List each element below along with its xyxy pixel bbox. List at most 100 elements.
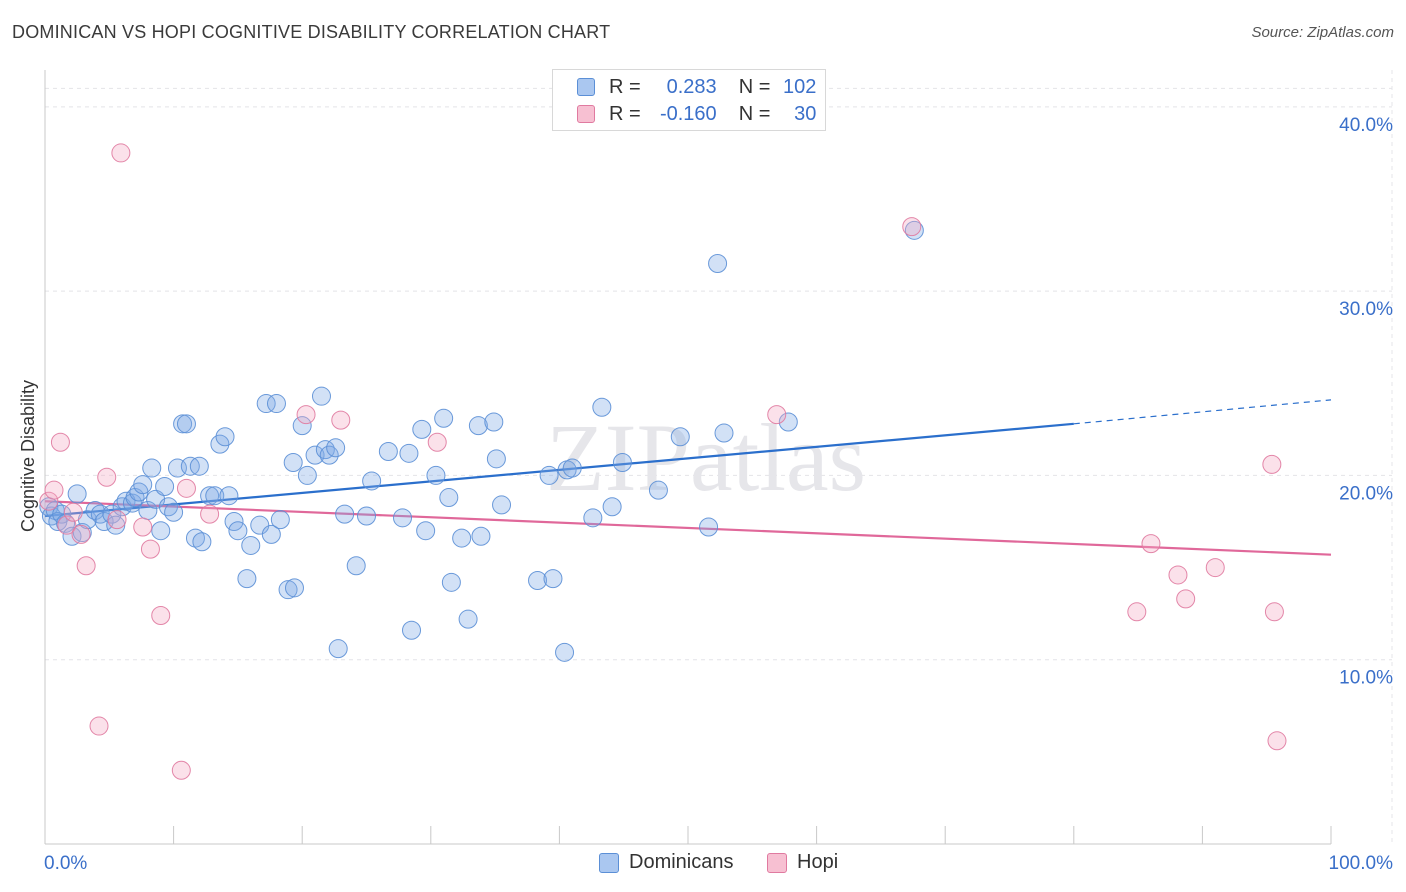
dominicans-point bbox=[471, 526, 491, 546]
legend-item-label: Hopi bbox=[797, 851, 839, 873]
dominicans-point bbox=[261, 524, 281, 544]
dominicans-point bbox=[335, 504, 355, 524]
dominicans-point bbox=[486, 449, 506, 469]
dominicans-point bbox=[311, 386, 331, 406]
hopi-point bbox=[111, 143, 131, 163]
dominicans-point bbox=[164, 502, 184, 522]
dominicans-point bbox=[278, 580, 298, 600]
dominicans-point bbox=[102, 504, 122, 524]
legend-n-label: N = bbox=[738, 102, 771, 125]
dominicans-point bbox=[67, 484, 87, 504]
legend-r-value: 0.283 bbox=[666, 75, 717, 98]
y-tick-label: 10.0% bbox=[1339, 668, 1393, 689]
dominicans-point bbox=[602, 497, 622, 517]
dominicans-point bbox=[484, 412, 504, 432]
dominicans-point bbox=[539, 465, 559, 485]
dominicans-point bbox=[441, 572, 461, 592]
legend-item-label: Dominicans bbox=[629, 851, 734, 873]
dominicans-point bbox=[416, 521, 436, 541]
dominicans-point bbox=[176, 414, 196, 434]
tick-labels: 10.0% 20.0% 30.0% 40.0% 0.0% 100.0% bbox=[44, 115, 1393, 874]
dominicans-point bbox=[305, 445, 325, 465]
hopi-point bbox=[427, 432, 447, 452]
dominicans-point bbox=[778, 412, 798, 432]
trend-lines bbox=[44, 399, 1332, 556]
dominicans-point bbox=[399, 443, 419, 463]
dominicans-point bbox=[543, 569, 563, 589]
dominicans-point bbox=[612, 453, 632, 473]
series-legend: Dominicans Hopi bbox=[0, 851, 1406, 879]
dominicans-point bbox=[393, 508, 413, 528]
dominicans-point bbox=[402, 620, 422, 640]
dominicans-point bbox=[699, 517, 719, 537]
hopi-point bbox=[39, 491, 59, 511]
hopi-point bbox=[1176, 589, 1196, 609]
dominicans-point bbox=[158, 497, 178, 517]
dominicans-point bbox=[219, 486, 239, 506]
hopi-point bbox=[1267, 731, 1287, 751]
hopi-point bbox=[97, 467, 117, 487]
dominicans-point bbox=[256, 394, 276, 414]
dominicans-swatch bbox=[599, 852, 619, 873]
legend-item-dominicans[interactable]: Dominicans bbox=[599, 851, 733, 874]
legend-n-label: N = bbox=[738, 75, 771, 98]
correlation-legend: R = 0.283 N = 102 R = -0.160 N = 30 bbox=[552, 69, 826, 131]
legend-n-value: 30 bbox=[794, 102, 817, 125]
hopi-point bbox=[107, 510, 127, 530]
dominicans-point bbox=[189, 456, 209, 476]
dominicans-point bbox=[237, 569, 257, 589]
legend-item-hopi[interactable]: Hopi bbox=[767, 851, 838, 874]
hopi-point bbox=[50, 432, 70, 452]
dominicans-point bbox=[297, 465, 317, 485]
dominicans-point bbox=[122, 493, 142, 513]
dominicans-point bbox=[346, 556, 366, 576]
dominicans-point bbox=[439, 488, 459, 508]
dominicans-point bbox=[904, 220, 924, 240]
dominicans-point bbox=[708, 254, 728, 273]
dominicans-swatch bbox=[577, 78, 595, 96]
legend-row-hopi: R = -0.160 N = 30 bbox=[577, 101, 816, 127]
dominicans-point bbox=[284, 578, 304, 598]
dominicans-point bbox=[378, 441, 398, 461]
series-hopi bbox=[39, 143, 1287, 780]
dominicans-point bbox=[133, 475, 153, 495]
dominicans-trend-line bbox=[44, 422, 1074, 518]
hopi-point bbox=[200, 504, 220, 524]
dominicans-point bbox=[426, 465, 446, 485]
dominicans-point bbox=[192, 532, 212, 552]
y-tick-label: 40.0% bbox=[1339, 115, 1393, 136]
y-tick-label: 20.0% bbox=[1339, 483, 1393, 504]
dominicans-point bbox=[434, 408, 454, 428]
dominicans-point bbox=[555, 642, 575, 662]
hopi-point bbox=[767, 405, 787, 425]
legend-r-value: -0.160 bbox=[659, 102, 717, 125]
series-dominicans bbox=[39, 220, 924, 662]
dominicans-point bbox=[583, 508, 603, 528]
axes bbox=[44, 70, 1332, 845]
dominicans-point bbox=[270, 510, 290, 530]
hopi-point bbox=[44, 480, 64, 500]
legend-r-label: R = bbox=[609, 102, 641, 125]
dominicans-point bbox=[112, 497, 132, 517]
dominicans-point bbox=[142, 458, 162, 478]
dominicans-point bbox=[241, 535, 261, 555]
hopi-point bbox=[1205, 558, 1225, 578]
hopi-point bbox=[171, 760, 191, 780]
legend-n-value: 102 bbox=[783, 75, 817, 98]
hopi-point bbox=[151, 605, 171, 625]
hopi-point bbox=[1168, 565, 1188, 585]
dominicans-point bbox=[319, 445, 339, 465]
data-points bbox=[39, 143, 1287, 780]
hopi-point bbox=[1141, 534, 1161, 554]
dominicans-point bbox=[326, 438, 346, 458]
dominicans-point bbox=[266, 394, 286, 414]
dominicans-point bbox=[185, 528, 205, 548]
dominicans-trend-extension bbox=[1073, 399, 1332, 425]
dominicans-point bbox=[52, 504, 72, 524]
hopi-trend-line bbox=[44, 500, 1332, 556]
dominicans-point bbox=[528, 570, 548, 590]
dominicans-point bbox=[292, 416, 312, 436]
dominicans-point bbox=[468, 416, 488, 436]
hopi-point bbox=[331, 410, 351, 430]
